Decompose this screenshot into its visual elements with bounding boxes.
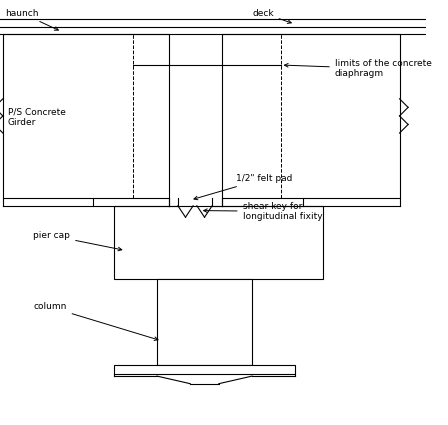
Bar xyxy=(114,365,295,374)
Text: haunch: haunch xyxy=(5,8,58,30)
Text: 1/2" felt pad: 1/2" felt pad xyxy=(194,174,292,200)
Bar xyxy=(157,279,252,365)
Text: pier cap: pier cap xyxy=(33,231,122,251)
Text: P/S Concrete
Girder: P/S Concrete Girder xyxy=(8,108,65,127)
Text: deck: deck xyxy=(252,8,291,23)
Text: column: column xyxy=(33,303,158,340)
Bar xyxy=(114,206,323,279)
Bar xyxy=(222,34,400,198)
Text: limits of the concrete
diaphragm: limits of the concrete diaphragm xyxy=(284,59,432,79)
Text: shear key for
longitudinal fixity: shear key for longitudinal fixity xyxy=(204,202,322,221)
Bar xyxy=(3,34,169,198)
